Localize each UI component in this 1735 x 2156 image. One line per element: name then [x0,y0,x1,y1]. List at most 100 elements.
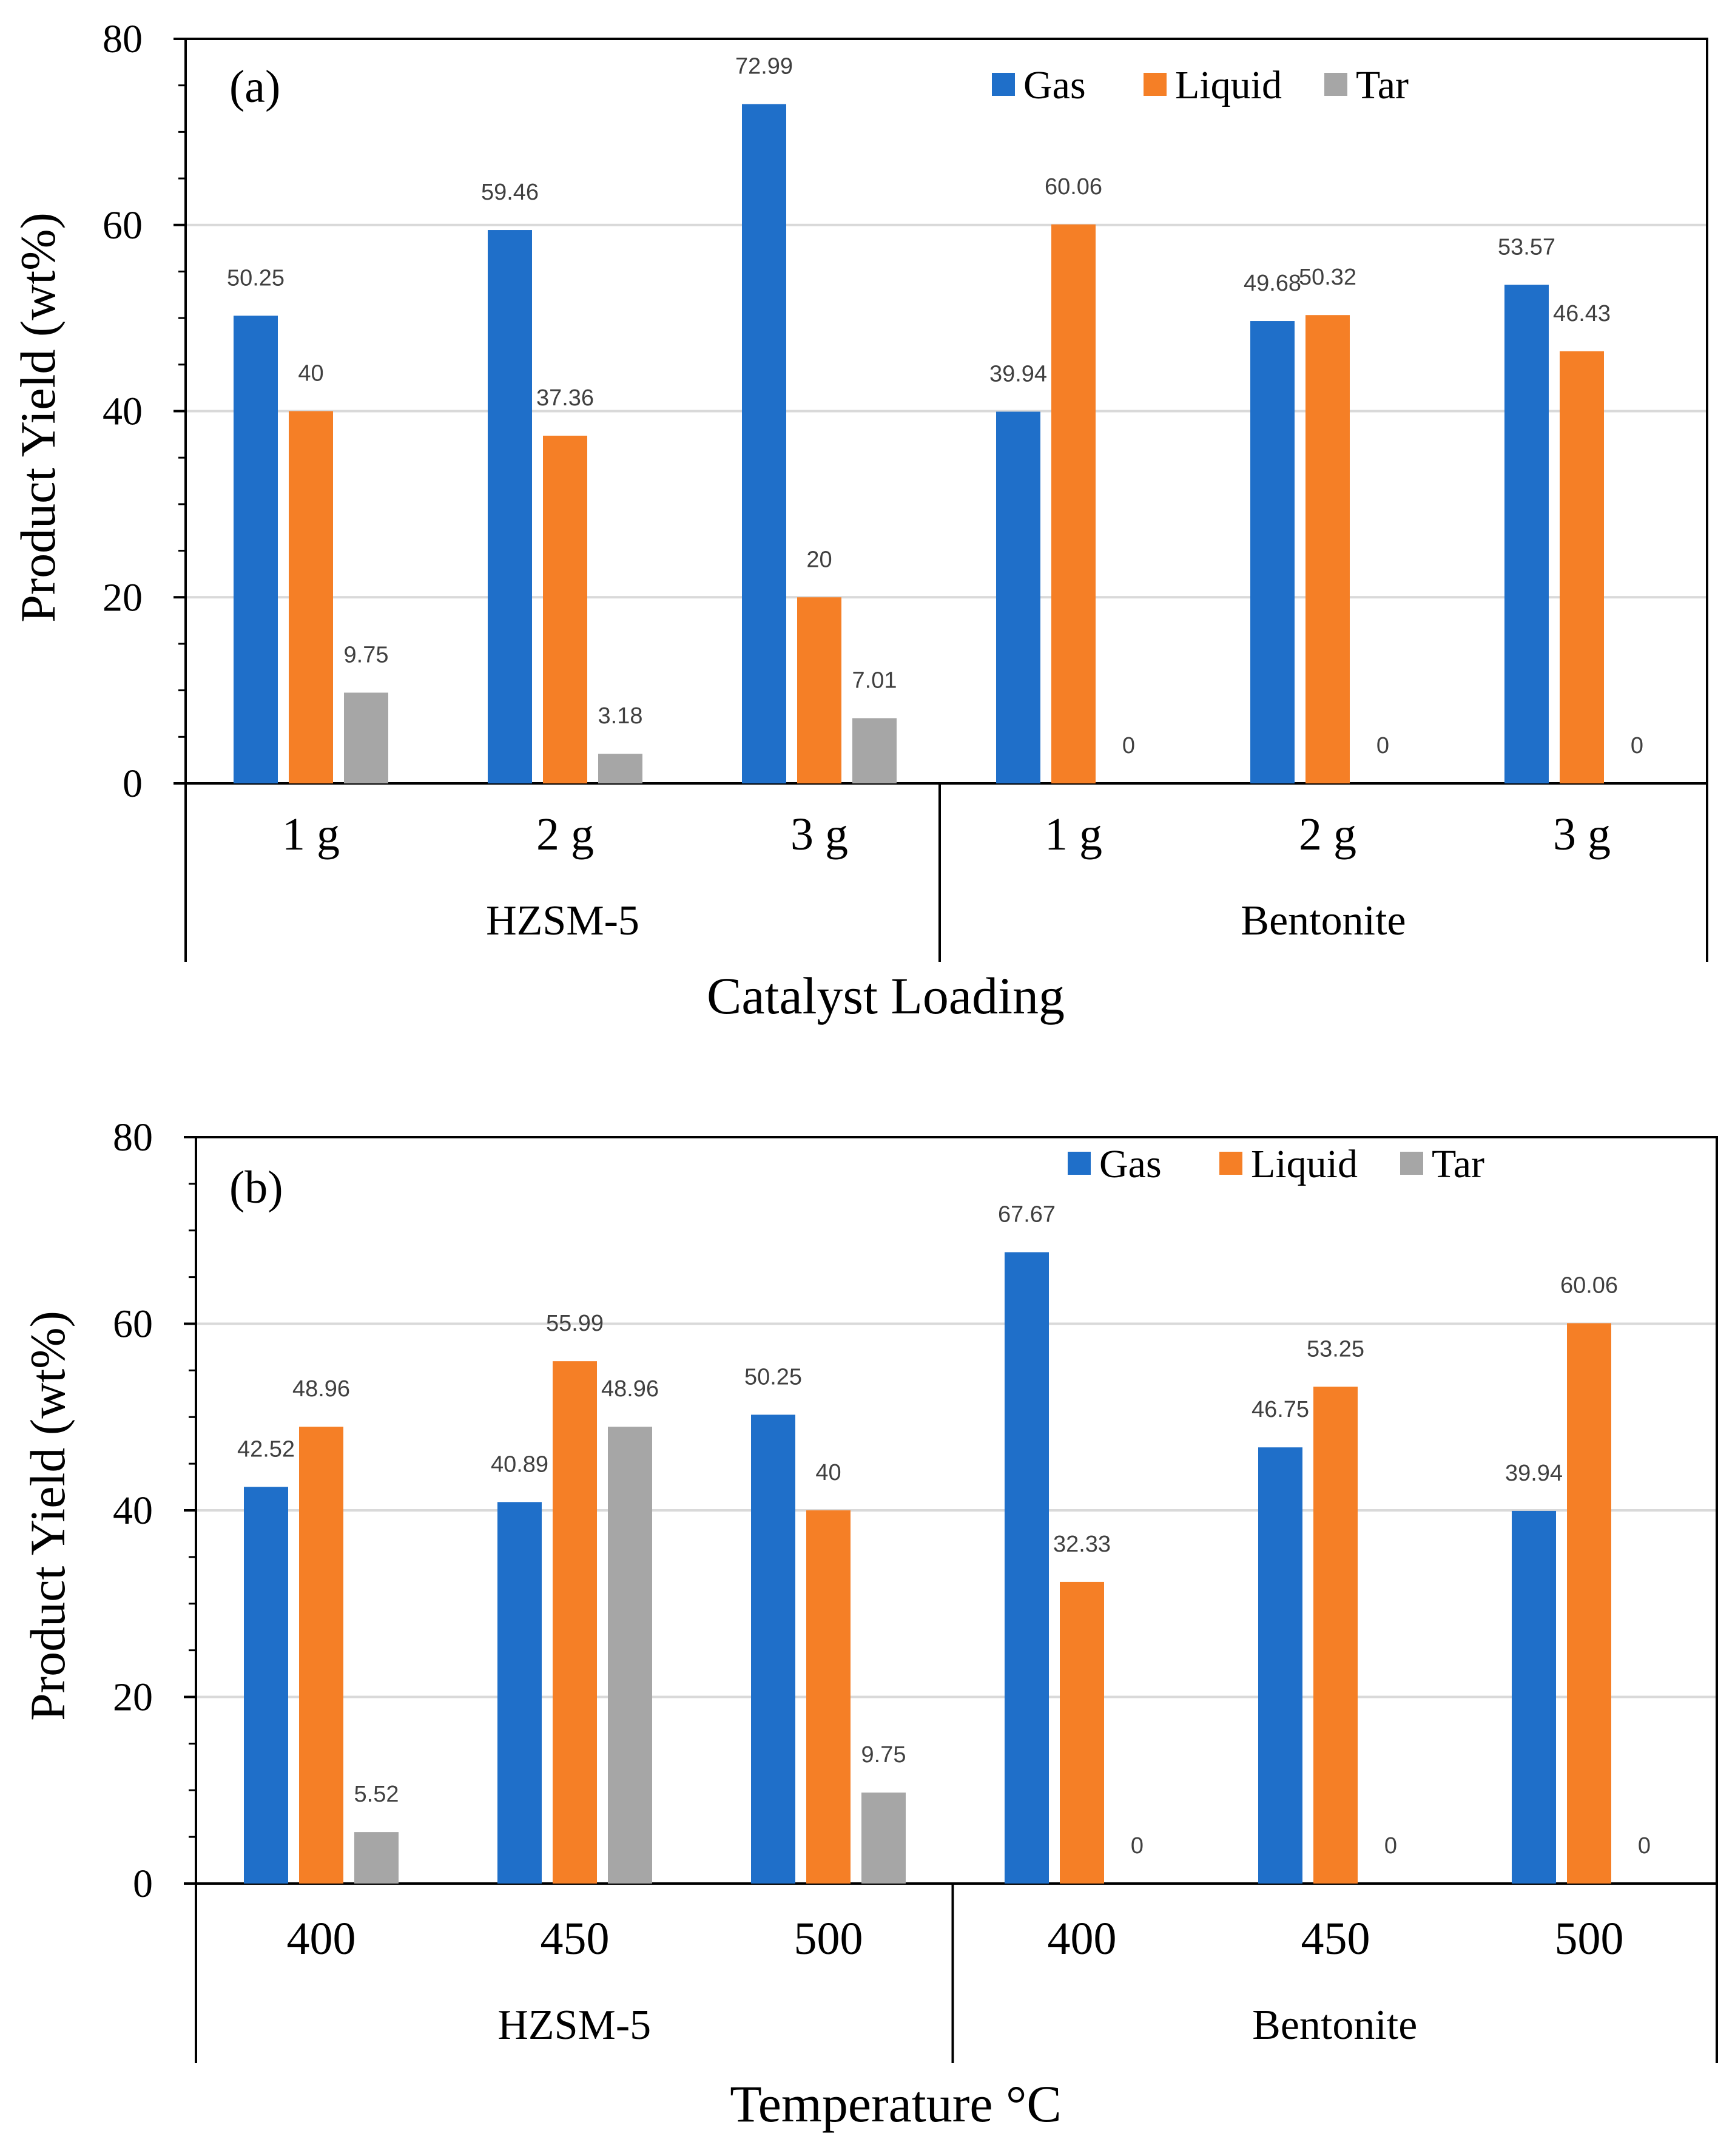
y-tick-label: 40 [103,390,143,434]
bar-gas [1005,1252,1049,1884]
data-label: 46.43 [1553,301,1611,326]
bar-liquid [806,1510,851,1884]
y-axis-title: Product Yield (wt%) [10,212,66,623]
legend-swatch-liquid [1219,1152,1242,1175]
bar-liquid [299,1427,343,1884]
bar-tar [852,718,897,783]
bar-gas [751,1414,795,1884]
data-label: 50.25 [744,1364,802,1390]
legend: Gas Liquid Tar [992,63,1409,107]
data-label: 72.99 [735,54,793,79]
bar-liquid [1060,1581,1104,1884]
data-label: 39.94 [1505,1461,1563,1486]
y-tick-label: 0 [123,762,143,806]
legend-swatch-tar [1400,1152,1423,1175]
y-tick-label: 80 [113,1115,153,1160]
bar-gas [1258,1447,1302,1884]
data-label: 60.06 [1045,174,1102,200]
chart-panel-b: 02040608042.5248.965.5240040.8955.9948.9… [20,1115,1718,2133]
category-label: 450 [541,1913,610,1964]
bar-liquid [289,411,333,783]
legend-swatch-tar [1324,73,1347,96]
bar-liquid [1051,224,1096,784]
data-label: 60.06 [1560,1273,1618,1299]
bar-liquid [1305,315,1350,783]
data-label: 40 [815,1460,841,1485]
data-label: 40 [298,361,323,387]
category-label: 1 g [1045,809,1102,860]
legend-swatch-gas [1068,1152,1091,1175]
bar-gas [497,1502,542,1884]
legend-label: Tar [1356,63,1409,107]
bar-tar [344,692,388,783]
bar-tar [598,754,642,783]
y-tick-label: 80 [103,17,143,61]
panel-label: (a) [229,61,280,112]
category-label: 2 g [536,809,594,860]
data-label: 32.33 [1053,1532,1111,1557]
data-label: 9.75 [861,1742,906,1768]
data-label: 48.96 [292,1376,350,1402]
data-label: 49.68 [1244,271,1301,296]
legend-label: Tar [1432,1142,1484,1186]
data-label: 0 [1122,733,1135,759]
bar-tar [608,1427,652,1884]
category-label: 1 g [282,809,340,860]
data-label: 46.75 [1252,1397,1309,1422]
category-label: 2 g [1299,809,1356,860]
legend-label: Liquid [1175,63,1282,107]
y-tick-label: 0 [133,1862,153,1906]
bar-gas [244,1487,288,1884]
y-tick-label: 20 [113,1675,153,1720]
category-label: 400 [287,1913,356,1964]
data-label: 50.25 [227,265,285,291]
bar-liquid [1560,351,1604,783]
data-label: 40.89 [491,1451,548,1477]
bar-gas [488,230,532,784]
legend-swatch-liquid [1144,73,1167,96]
data-label: 20 [806,547,832,572]
data-label: 53.25 [1307,1336,1364,1362]
data-label: 3.18 [598,703,643,729]
data-label: 37.36 [536,385,594,411]
bar-liquid [1313,1387,1358,1884]
data-label: 7.01 [852,667,897,693]
data-label: 42.52 [237,1436,295,1462]
bar-gas [1512,1510,1556,1884]
bar-gas [234,316,278,783]
y-tick-label: 40 [113,1489,153,1533]
data-label: 0 [1638,1833,1651,1859]
bar-gas [996,411,1040,783]
y-tick-label: 60 [103,203,143,248]
category-label: 3 g [1553,809,1611,860]
category-label: 400 [1048,1913,1117,1964]
legend-label: Liquid [1251,1142,1358,1186]
category-label: 500 [1555,1913,1624,1964]
legend-label: Gas [1023,63,1086,107]
data-label: 9.75 [344,642,389,667]
panel-label: (b) [229,1162,283,1213]
data-label: 53.57 [1498,234,1555,260]
bar-gas [1504,285,1549,783]
data-label: 0 [1631,733,1643,759]
data-label: 48.96 [601,1376,659,1402]
y-axis-title: Product Yield (wt%) [20,1311,75,1721]
bar-liquid [797,597,841,783]
y-tick-label: 60 [113,1302,153,1347]
data-label: 50.32 [1299,265,1356,290]
data-label: 67.67 [998,1202,1056,1228]
bar-gas [742,104,786,783]
data-label: 55.99 [546,1311,604,1336]
data-label: 59.46 [481,180,539,205]
data-label: 0 [1376,733,1389,759]
category-label: 500 [794,1913,863,1964]
chart-panel-a: 0 20 40 60 80 50.25 40 9.75 1 g 59.46 37.36 3.18 2 g… [10,17,1708,1025]
group-label: Bentonite [1241,897,1406,944]
legend-label: Gas [1099,1142,1162,1186]
group-label: Bentonite [1252,2002,1417,2049]
bar-liquid [553,1361,597,1884]
legend: Gas Liquid Tar [1068,1142,1484,1186]
y-tick-label: 20 [103,575,143,620]
category-label: 3 g [790,809,848,860]
